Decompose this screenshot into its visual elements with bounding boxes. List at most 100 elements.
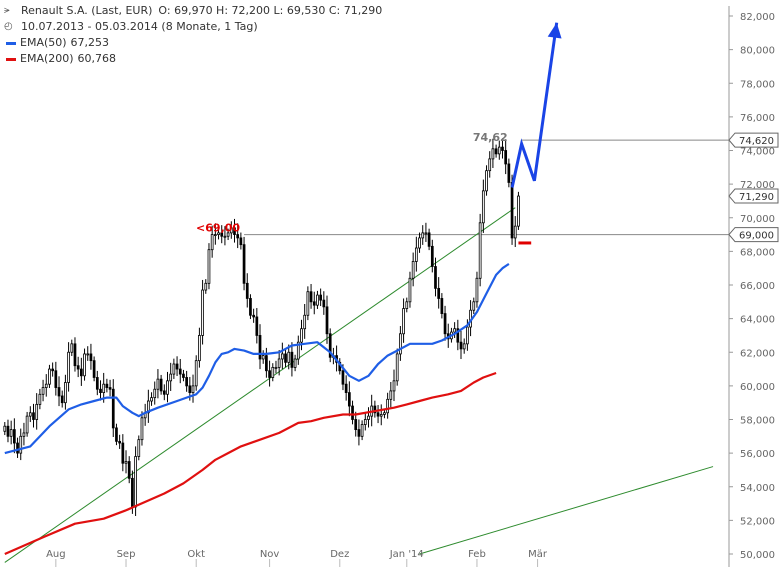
y-tick-label: 58,000	[740, 416, 775, 427]
price-candle	[115, 423, 118, 446]
y-tick-label: 62,000	[740, 348, 775, 359]
price-candle	[357, 419, 361, 446]
price-candle	[475, 271, 479, 308]
candle-body	[201, 289, 204, 336]
candle-body	[395, 353, 399, 382]
candle-body	[306, 291, 310, 316]
price-candle	[44, 374, 48, 397]
x-tick-label: Okt	[187, 549, 205, 560]
price-callout-label: 74,620	[739, 136, 774, 147]
price-candle	[239, 232, 243, 250]
price-candle	[210, 225, 214, 258]
price-candle	[185, 370, 188, 392]
candle-body	[102, 383, 106, 394]
price-candle	[497, 140, 501, 160]
candle-body	[156, 378, 160, 390]
price-candle	[430, 239, 434, 273]
candle-body	[213, 234, 217, 236]
price-candle	[118, 434, 121, 449]
x-tick-label: Dez	[330, 549, 349, 560]
candle-body	[239, 237, 243, 246]
price-candle	[405, 297, 409, 313]
candle-body	[485, 170, 488, 192]
candle-body	[357, 429, 361, 437]
y-tick-label: 68,000	[740, 247, 775, 258]
price-candle	[287, 344, 291, 370]
candle-body	[491, 148, 495, 160]
candle-body	[242, 244, 246, 284]
candle-body	[79, 368, 83, 377]
forecast-arrow-path	[510, 22, 559, 188]
price-candle	[485, 165, 488, 196]
candle-body	[95, 377, 99, 390]
y-tick-label: 66,000	[740, 281, 775, 292]
candle-body	[494, 148, 498, 155]
price-candle	[41, 379, 45, 402]
price-candle	[392, 369, 396, 402]
candle-body	[6, 425, 10, 437]
candle-body	[175, 363, 179, 370]
y-tick-label: 64,000	[740, 315, 775, 326]
price-candle	[252, 308, 255, 323]
price-candle	[28, 406, 32, 423]
price-candle	[322, 291, 326, 315]
price-candle	[255, 308, 259, 344]
candle-body	[389, 390, 393, 400]
price-candle	[296, 335, 300, 365]
candle-body	[351, 405, 354, 420]
candle-body	[150, 397, 153, 402]
candle-body	[137, 439, 141, 457]
candle-body	[424, 232, 428, 235]
candle-body	[169, 373, 173, 382]
price-candle	[367, 407, 370, 428]
candle-body	[507, 163, 511, 183]
candle-body	[89, 353, 93, 362]
price-candle	[73, 337, 77, 372]
price-candle	[220, 225, 224, 244]
price-candle	[35, 393, 39, 430]
price-candle	[150, 392, 153, 406]
price-candle	[162, 384, 166, 401]
price-candle	[513, 216, 517, 248]
legend-ohlc: O: 69,970 H: 72,200 L: 69,530 C: 71,290	[158, 4, 383, 17]
price-candle	[389, 382, 393, 408]
price-candle	[51, 362, 54, 377]
price-candle	[6, 419, 10, 443]
price-candle	[373, 400, 377, 418]
price-candle	[284, 348, 287, 368]
price-candle	[140, 411, 144, 446]
price-candle	[386, 392, 389, 419]
candle-body	[344, 383, 348, 394]
price-candle	[328, 328, 332, 363]
price-candle	[175, 356, 179, 377]
price-candle	[351, 400, 354, 425]
price-candle	[89, 343, 93, 370]
candle-body	[83, 353, 86, 377]
price-candle	[399, 326, 402, 361]
candle-body	[287, 351, 291, 363]
candle-body	[488, 158, 492, 172]
legend-ema200-value: 60,768	[77, 52, 117, 65]
price-candle	[25, 411, 29, 437]
price-candle	[159, 374, 163, 395]
y-tick-label: 80,000	[740, 46, 775, 57]
price-candle	[64, 374, 67, 410]
candle-body	[134, 456, 137, 508]
price-candle	[79, 357, 83, 386]
price-candle	[290, 342, 294, 377]
candle-body	[501, 146, 504, 151]
candle-body	[268, 370, 271, 378]
price-candle	[19, 428, 23, 461]
price-candle	[198, 327, 201, 368]
candle-body	[421, 232, 425, 239]
price-candle	[127, 456, 131, 484]
ema50-swatch	[6, 41, 16, 45]
price-candle	[153, 381, 157, 405]
price-candle	[258, 324, 262, 370]
price-candle	[70, 339, 74, 357]
candle-body	[16, 442, 19, 454]
candle-body	[38, 393, 42, 405]
price-candle	[137, 435, 141, 461]
candle-body	[252, 314, 255, 318]
candle-body	[73, 343, 77, 367]
